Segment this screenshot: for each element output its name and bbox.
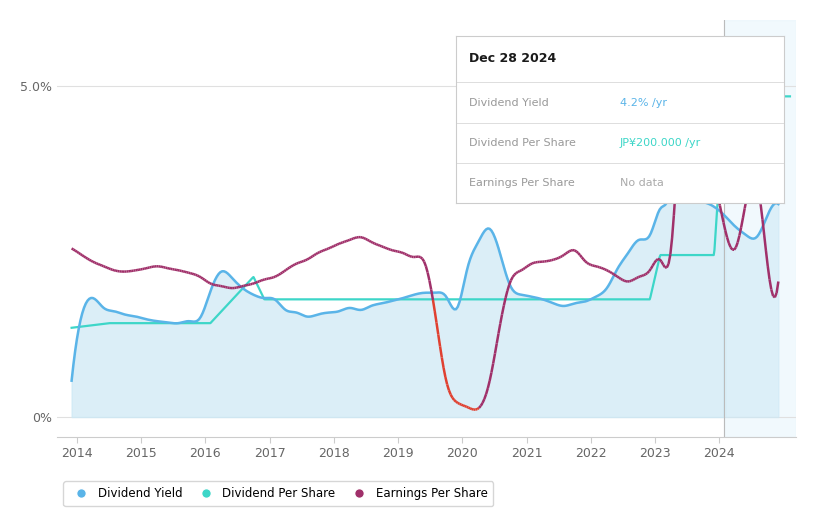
Legend: Dividend Yield, Dividend Per Share, Earnings Per Share: Dividend Yield, Dividend Per Share, Earn… <box>63 481 493 506</box>
Text: Earnings Per Share: Earnings Per Share <box>469 178 575 188</box>
Bar <box>724 20 796 437</box>
Text: Dec 28 2024: Dec 28 2024 <box>469 52 556 66</box>
Text: No data: No data <box>620 178 663 188</box>
Text: Past: Past <box>730 130 754 143</box>
Text: JP¥200.000 /yr: JP¥200.000 /yr <box>620 138 701 148</box>
Text: Dividend Per Share: Dividend Per Share <box>469 138 576 148</box>
Text: Dividend Yield: Dividend Yield <box>469 98 548 108</box>
Text: 4.2% /yr: 4.2% /yr <box>620 98 667 108</box>
